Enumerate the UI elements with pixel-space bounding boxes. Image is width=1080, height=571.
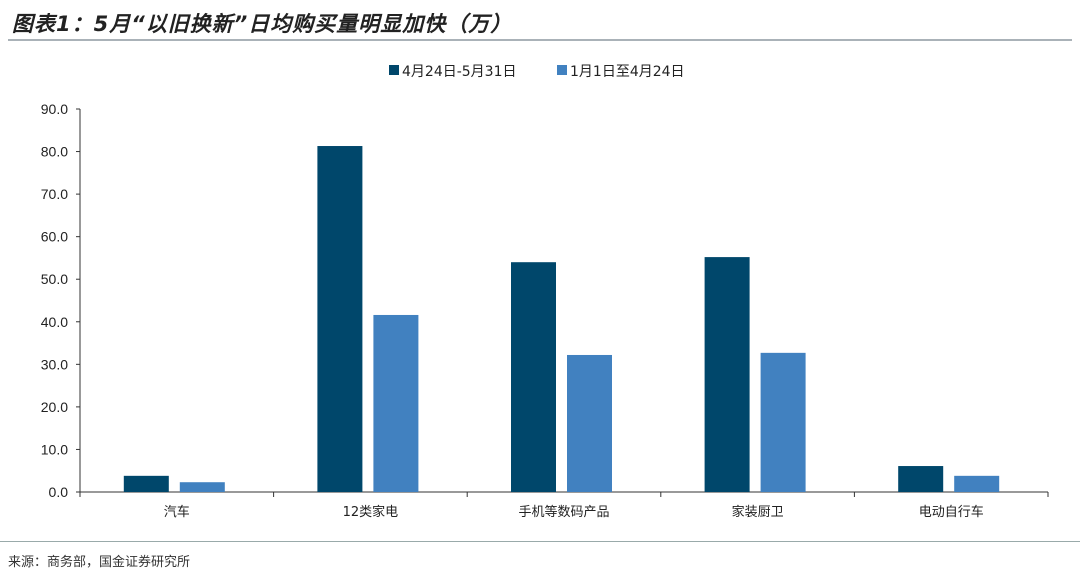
x-tick-label: 家装厨卫: [732, 504, 784, 520]
bar-series2: [373, 314, 419, 492]
bar-series2: [954, 475, 1000, 492]
y-tick-label: 30.0: [41, 356, 68, 372]
y-tick-label: 10.0: [41, 441, 68, 457]
x-tick-label: 电动自行车: [919, 504, 984, 520]
bar-series1: [898, 466, 944, 492]
footer-divider: [0, 541, 1080, 542]
y-tick-label: 40.0: [41, 314, 68, 330]
bar-series1: [317, 146, 363, 493]
y-tick-label: 20.0: [41, 399, 68, 415]
y-tick-label: 50.0: [41, 271, 68, 287]
y-tick-label: 70.0: [41, 186, 68, 202]
x-tick-label: 手机等数码产品: [518, 504, 609, 520]
x-tick-label: 汽车: [164, 504, 190, 520]
title-divider: [8, 39, 1072, 41]
x-tick-label: 12类家电: [343, 504, 399, 520]
y-tick-label: 60.0: [41, 229, 68, 245]
legend-label: 4月24日-5月31日: [402, 64, 517, 80]
bar-series2: [179, 482, 225, 492]
legend-swatch: [389, 65, 399, 75]
y-tick-label: 0.0: [49, 484, 69, 500]
y-tick-label: 90.0: [41, 101, 68, 117]
y-tick-label: 80.0: [41, 144, 68, 160]
bar-series2: [760, 352, 806, 492]
bar-series1: [123, 475, 169, 492]
chart-title: 图表1：5月“以旧换新”日均购买量明显加快（万）: [12, 12, 513, 36]
bar-series1: [511, 262, 556, 492]
legend-label: 1月1日至4月24日: [570, 64, 685, 80]
bar-series2: [567, 354, 612, 492]
legend-swatch: [557, 65, 567, 75]
source-note: 来源：商务部，国金证券研究所: [8, 555, 191, 570]
bar-series1: [704, 257, 750, 492]
